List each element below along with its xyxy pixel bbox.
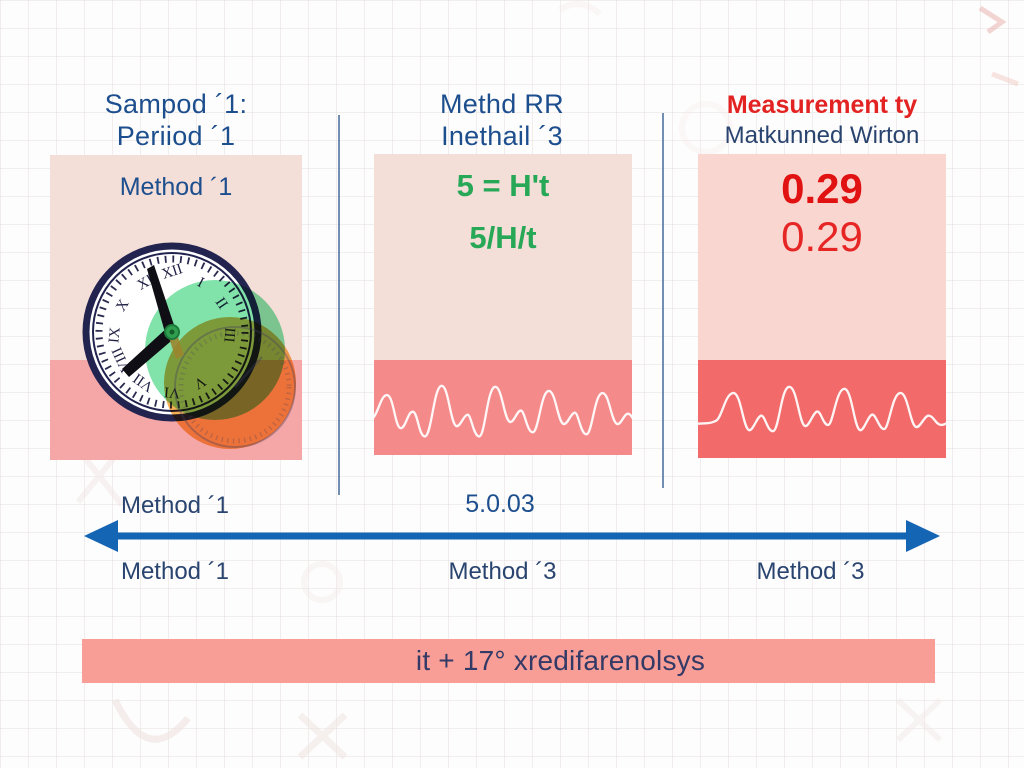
panel-1-title-line1: Sampod ´1: (104, 89, 248, 119)
panel-2-title-line2: Inethail ´3 (441, 121, 563, 151)
bottom-banner-text: it + 17° xredifarenolsys (415, 645, 706, 676)
panel-3-value-light: 0.29 (781, 213, 863, 260)
panel-1-title-line2: Periiod ´1 (116, 121, 236, 151)
axis-label-below-2: Method ´3 (448, 558, 557, 585)
panel-2-formula-line1: 5 = H't (456, 168, 550, 203)
panel-2-card: 5 = H't 5/H/t (374, 154, 632, 455)
panel-2-title: Methd RR Inethail ´3 (368, 88, 636, 152)
panel-2-title-line1: Methd RR (440, 89, 564, 119)
panel-3-card: 0.29 0.29 (698, 154, 946, 458)
timeline-arrow (78, 514, 946, 558)
panel-1-card: Method ´1 XII I II III V VI VII VIII IX … (50, 155, 302, 460)
panel-3-waveform-band (698, 360, 946, 458)
panel-divider-1 (338, 115, 340, 495)
panel-3-title-line2: Matkunned Wirton (724, 122, 920, 149)
waveform-icon (698, 385, 946, 433)
axis-label-above-left: Method ´1 (120, 492, 230, 519)
bottom-banner: it + 17° xredifarenolsys (82, 639, 935, 683)
panel-2-formula-line2: 5/H/t (469, 220, 537, 255)
double-arrow-icon (84, 520, 940, 552)
axis-label-above-center: 5.0.03 (465, 490, 535, 518)
axis-label-below-1: Method ´1 (120, 558, 230, 585)
svg-text:XII: XII (160, 261, 185, 283)
axis-label-below-3: Method ´3 (756, 558, 865, 585)
panel-1-title: Sampod ´1: Periiod ´1 (40, 88, 312, 152)
panel-3-title: Measurement ty Matkunned Wirton (688, 90, 956, 151)
clock-icon: XII I II III V VI VII VIII IX X XI (82, 242, 296, 449)
panel-3-value-bold: 0.29 (781, 165, 863, 212)
panel-3-title-line1: Measurement ty (726, 91, 918, 119)
waveform-icon (374, 384, 632, 438)
svg-text:IX: IX (106, 326, 123, 343)
panel-2-waveform-band (374, 360, 632, 455)
panel-divider-2 (662, 113, 664, 488)
panel-1-box-label: Method ´1 (119, 173, 233, 201)
